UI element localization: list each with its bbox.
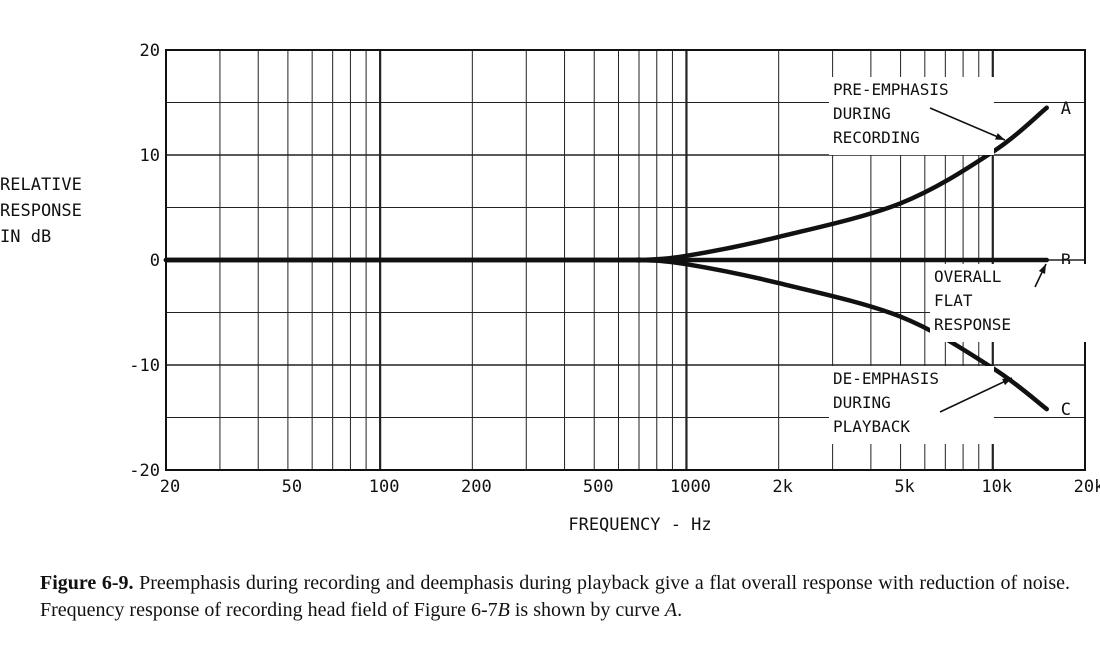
x-tick-label: 1000 [670,477,711,497]
flat-response-note: OVERALL FLAT RESPONSE [930,264,1095,342]
caption-text-2: is shown by curve [509,599,665,621]
x-tick-label: 200 [461,477,492,497]
series-line-c [163,257,1049,412]
caption-text-1: Preemphasis during recording and deempha… [40,572,1070,621]
series-label-b: B [1061,251,1071,271]
y-axis-label-line: RESPONSE [0,201,82,221]
x-tick-label: 50 [282,477,302,497]
caption-text-3: . [677,599,683,621]
de-emphasis-arrow-head [1002,378,1012,386]
flat-response-note-backdrop [930,264,1095,342]
x-axis-label: FREQUENCY - Hz [568,515,711,535]
flat-response-arrow-head [1038,264,1046,274]
x-tick-label: 2k [772,477,792,497]
y-axis-label-line: IN dB [0,227,51,247]
x-tick-label: 100 [369,477,400,497]
x-tick-label: 20k [1074,477,1100,497]
caption-italic-b: B [497,599,510,621]
de-emphasis-note: DE-EMPHASIS DURING PLAYBACK [829,366,994,444]
y-tick-label: -10 [129,356,160,376]
x-tick-label: 20 [160,477,180,497]
series-label-c: C [1061,400,1071,420]
de-emphasis-note-line: DURING [833,393,891,412]
y-tick-label: 10 [140,146,160,166]
y-axis-label-line: RELATIVE [0,175,82,195]
pre-emphasis-note-line: DURING [833,104,891,123]
caption-italic-a: A [664,599,678,621]
flat-response-note-line: FLAT [934,291,973,310]
chart-series: A B C [163,99,1071,420]
x-tick-label: 10k [981,477,1012,497]
x-tick-label: 500 [583,477,614,497]
series-label-a: A [1061,99,1071,119]
pre-emphasis-arrow [929,107,1006,141]
pre-emphasis-note: PRE-EMPHASIS DURING RECORDING [829,77,994,155]
de-emphasis-note-backdrop [829,366,994,444]
de-emphasis-arrow [939,377,1013,413]
frequency-response-chart: ABC 20 50 100 200 500 1000 2k 5k 10k 20k20100-10-… [0,41,1100,535]
chart-labels: FREQUENCY - Hz RELATIVE RESPONSE IN dB PRE-E… [0,77,1095,535]
pre-emphasis-note-line: PRE-EMPHASIS [833,80,949,99]
y-tick-label: 0 [150,251,160,271]
flat-response-note-line: OVERALL [934,267,1001,286]
pre-emphasis-note-line: RECORDING [833,128,920,147]
flat-response-note-line: RESPONSE [934,315,1011,334]
de-emphasis-note-line: PLAYBACK [833,417,910,436]
y-tick-label: -20 [129,461,160,481]
figure-caption: Figure 6-9. Preemphasis during recording… [40,570,1070,624]
caption-label: Figure 6-9. [40,572,134,594]
pre-emphasis-arrow-head [995,133,1005,140]
x-tick-label: 5k [894,477,914,497]
pre-emphasis-note-backdrop [829,77,994,155]
y-tick-label: 20 [140,41,160,61]
de-emphasis-note-line: DE-EMPHASIS [833,369,939,388]
